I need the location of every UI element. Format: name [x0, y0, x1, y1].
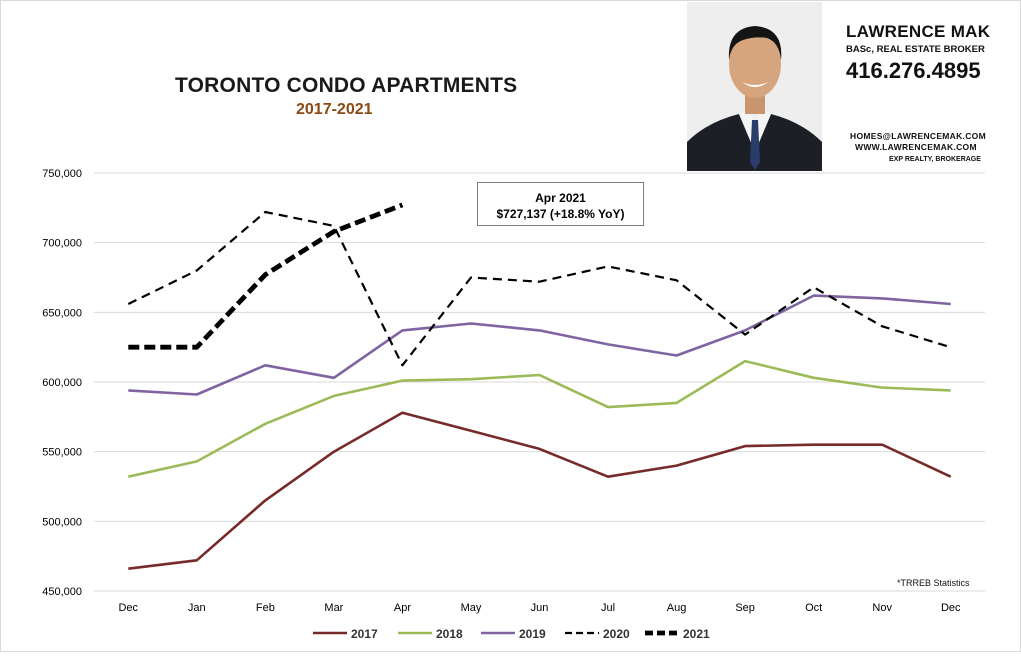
x-tick-label: Aug — [667, 602, 687, 614]
legend-swatch-2019 — [481, 631, 515, 635]
y-tick-label: 450,000 — [42, 586, 82, 598]
x-tick-label: Dec — [941, 602, 961, 614]
legend-swatch-2018 — [398, 631, 432, 635]
x-tick-label: Apr — [394, 602, 411, 614]
legend-swatch-2020 — [565, 631, 599, 635]
annotation-callout: Apr 2021 $727,137 (+18.8% YoY) — [477, 182, 644, 226]
agent-email: HOMES@LAWRENCEMAK.COM — [850, 131, 986, 141]
x-tick-label: Jan — [188, 602, 206, 614]
series-line-2020 — [127, 210, 952, 367]
legend-label-2018: 2018 — [436, 627, 463, 641]
agent-title: BASc, REAL ESTATE BROKER — [846, 44, 985, 55]
y-tick-label: 600,000 — [42, 377, 82, 389]
series-lines — [127, 202, 952, 570]
annotation-date: Apr 2021 — [535, 191, 586, 205]
y-axis-ticks: 450,000 500,000 550,000 600,000 650,000 700,0… — [42, 168, 82, 598]
x-tick-label: Feb — [256, 602, 275, 614]
legend-label-2017: 2017 — [351, 627, 378, 641]
y-tick-label: 750,000 — [42, 168, 82, 180]
x-tick-label: Oct — [805, 602, 822, 614]
chart-title: TORONTO CONDO APARTMENTS — [175, 74, 518, 97]
legend-swatch-2017 — [313, 631, 347, 635]
chart-frame — [0, 0, 1021, 652]
series-line-2019 — [128, 294, 951, 396]
x-tick-label: Sep — [735, 602, 755, 614]
series-line-2021 — [128, 202, 404, 350]
x-tick-label: Jun — [531, 602, 549, 614]
legend-swatch-2021 — [645, 630, 679, 636]
annotation-value: $727,137 (+18.8% YoY) — [496, 207, 625, 221]
agent-brokerage: EXP REALTY, BROKERAGE — [889, 156, 981, 163]
x-tick-label: Nov — [872, 602, 892, 614]
y-tick-label: 650,000 — [42, 307, 82, 319]
x-tick-label: May — [461, 602, 482, 614]
series-line-2018 — [128, 359, 951, 478]
y-tick-label: 500,000 — [42, 516, 82, 528]
source-note: *TRREB Statistics — [897, 578, 970, 588]
legend-label-2020: 2020 — [603, 627, 630, 641]
x-axis-ticks: Dec Jan Feb Mar Apr May Jun Jul Aug Sep Oct Nov Dec — [118, 602, 961, 614]
series-line-2017 — [128, 411, 952, 570]
x-tick-label: Mar — [324, 602, 343, 614]
y-tick-label: 700,000 — [42, 238, 82, 250]
agent-website: WWW.LAWRENCEMAK.COM — [855, 142, 977, 152]
legend-label-2021: 2021 — [683, 627, 710, 641]
x-tick-label: Dec — [118, 602, 138, 614]
legend: 2017 2018 2019 2020 2021 — [0, 626, 1021, 642]
agent-name: LAWRENCE MAK — [846, 22, 991, 41]
x-tick-label: Jul — [601, 602, 615, 614]
legend-label-2019: 2019 — [519, 627, 546, 641]
agent-phone: 416.276.4895 — [846, 58, 981, 83]
agent-photo — [687, 2, 822, 171]
chart-subtitle: 2017-2021 — [296, 101, 373, 118]
y-tick-label: 550,000 — [42, 447, 82, 459]
